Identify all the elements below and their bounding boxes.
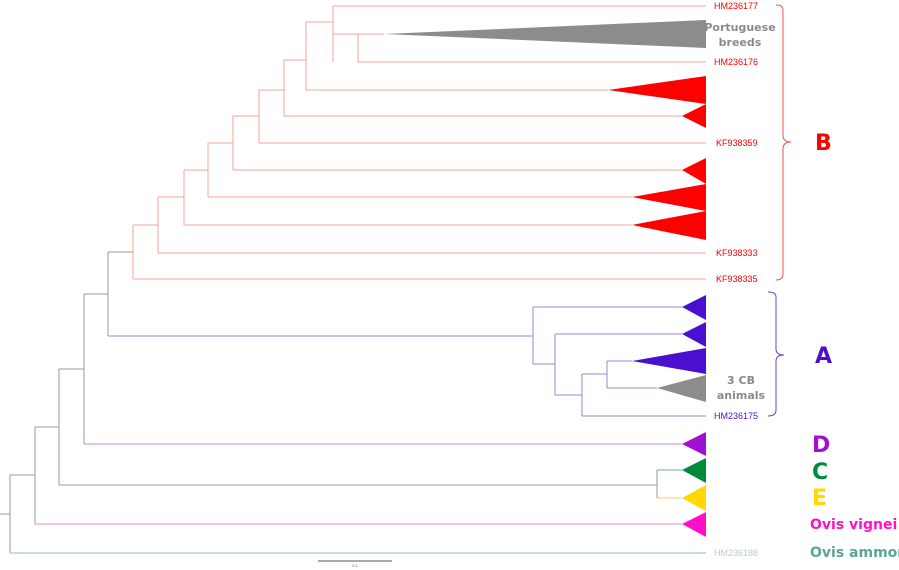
clade-b-triangle-2: [682, 104, 706, 128]
leaf-label-kf938359: KF938359: [716, 138, 758, 148]
leaf-label-hm236188: HM236188: [714, 548, 758, 558]
note-3cb-line2: animals: [717, 389, 766, 402]
leaf-label-kf938333: KF938333: [716, 248, 758, 258]
clade-a-triangle-2: [682, 322, 706, 347]
clade-b-triangle-3: [682, 158, 706, 184]
clade-b-triangle-5: [632, 211, 706, 240]
clade-e-triangle: [682, 485, 706, 511]
leaf-label-hm236177: HM236177: [714, 1, 758, 11]
leaf-label-hm236176: HM236176: [714, 57, 758, 67]
clade-d-triangle: [682, 432, 706, 456]
clade-label-ovis-ammon: Ovis ammon: [810, 545, 899, 561]
clade-b-triangle-4: [632, 184, 706, 211]
note-3cb-line1: 3 CB: [727, 374, 755, 387]
backbone-branches: [0, 251, 657, 553]
clade-ovis-vignei-triangle: [682, 512, 706, 537]
clade-label-e: E: [812, 486, 827, 511]
clade-c-triangle: [682, 458, 706, 483]
bracket-a: [767, 291, 785, 417]
clade-a-triangle-3: [632, 348, 706, 374]
scale-bar-label: 0.1: [352, 563, 358, 568]
haplogroup-b-branches: [132, 5, 706, 280]
note-portuguese-line2: breeds: [719, 36, 762, 49]
bracket-b: [775, 4, 792, 281]
leaf-label-kf938335: KF938335: [716, 274, 758, 284]
clade-portuguese-breeds-triangle: [384, 20, 706, 48]
clade-label-d: D: [812, 433, 830, 458]
haplogroup-a-branches: [108, 306, 706, 417]
clade-label-b: B: [815, 131, 832, 156]
clade-3cb-animals-triangle: [657, 375, 706, 402]
clade-label-ovis-vignei: Ovis vignei: [810, 517, 897, 533]
clade-a-triangle-1: [682, 295, 706, 320]
note-portuguese-line1: Portuguese: [704, 21, 775, 34]
leaf-label-hm236175: HM236175: [714, 411, 758, 421]
clade-label-a: A: [815, 344, 832, 369]
clade-b-triangle-1: [608, 76, 706, 104]
clade-label-c: C: [812, 460, 828, 485]
